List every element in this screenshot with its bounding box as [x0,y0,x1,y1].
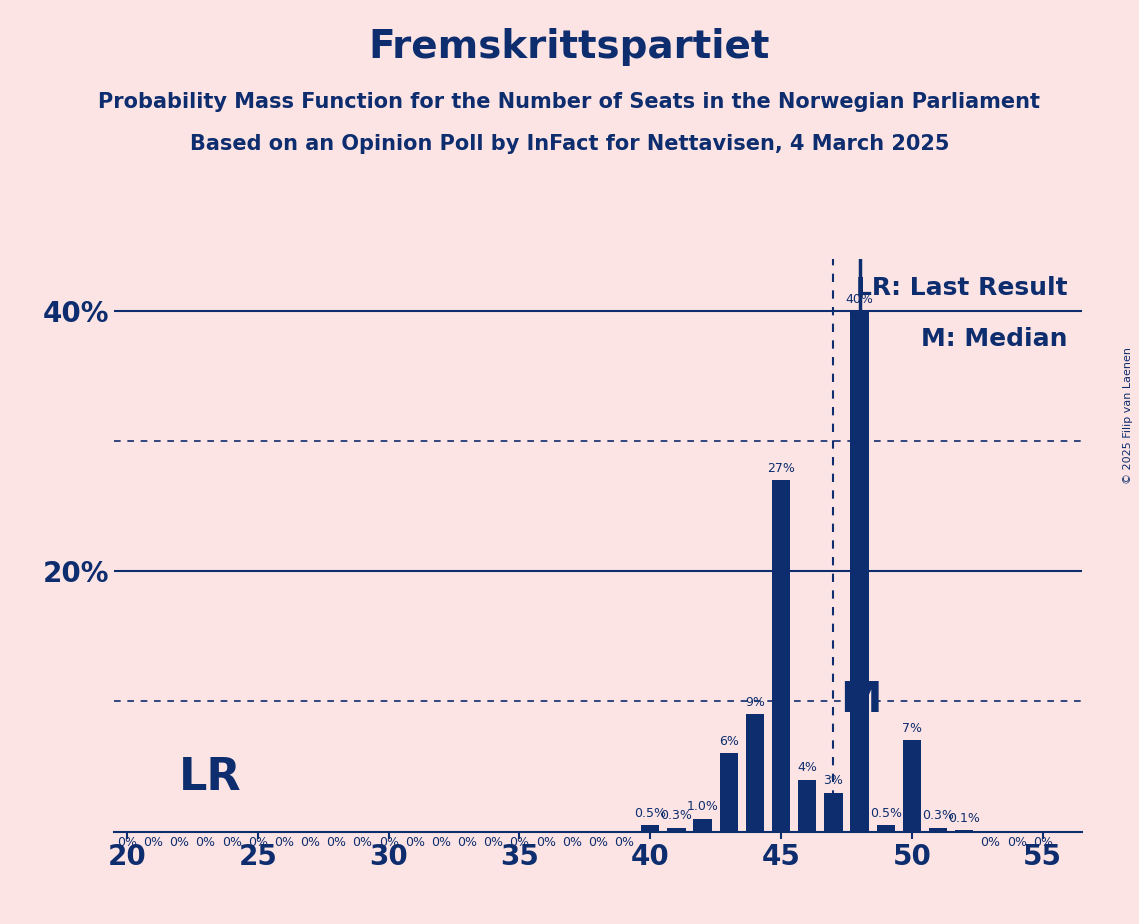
Bar [825,793,843,832]
Text: 9%: 9% [745,696,765,710]
Text: 0%: 0% [562,835,582,848]
Text: 0%: 0% [222,835,241,848]
Text: 40%: 40% [845,293,874,306]
Text: 0%: 0% [404,835,425,848]
Bar [694,819,712,832]
Text: 0%: 0% [483,835,503,848]
Text: 27%: 27% [768,462,795,475]
Bar [956,831,974,832]
Text: 0%: 0% [378,835,399,848]
Text: LR: Last Result: LR: Last Result [855,276,1067,300]
Text: 0%: 0% [981,835,1000,848]
Bar [903,740,921,832]
Text: 3%: 3% [823,774,843,787]
Text: 0.5%: 0.5% [870,807,902,820]
Bar [772,480,790,832]
Text: 0%: 0% [535,835,556,848]
Text: M: Median: M: Median [921,327,1067,351]
Text: 0%: 0% [509,835,530,848]
Text: Based on an Opinion Poll by InFact for Nettavisen, 4 March 2025: Based on an Opinion Poll by InFact for N… [190,134,949,154]
Text: 0%: 0% [588,835,608,848]
Text: 0.1%: 0.1% [949,812,981,825]
Bar [798,780,817,832]
Bar [720,753,738,832]
Text: Probability Mass Function for the Number of Seats in the Norwegian Parliament: Probability Mass Function for the Number… [98,92,1041,113]
Text: 7%: 7% [902,723,921,736]
Text: 0%: 0% [170,835,189,848]
Bar [877,825,895,832]
Text: 0%: 0% [274,835,294,848]
Text: 0%: 0% [457,835,477,848]
Text: 0%: 0% [1007,835,1026,848]
Text: 0.3%: 0.3% [661,809,693,822]
Text: © 2025 Filip van Laenen: © 2025 Filip van Laenen [1123,347,1133,484]
Text: 0%: 0% [117,835,137,848]
Text: M: M [841,679,882,721]
Text: 0%: 0% [1033,835,1052,848]
Bar [851,310,869,832]
Text: 0%: 0% [614,835,634,848]
Bar [929,828,948,832]
Text: 0%: 0% [248,835,268,848]
Text: 0.3%: 0.3% [923,809,954,822]
Text: 0%: 0% [352,835,372,848]
Text: 0%: 0% [431,835,451,848]
Text: 4%: 4% [797,761,818,774]
Text: 1.0%: 1.0% [687,800,719,813]
Text: 0.5%: 0.5% [634,807,666,820]
Bar [667,828,686,832]
Text: 6%: 6% [719,736,739,748]
Text: 0%: 0% [301,835,320,848]
Text: 0%: 0% [144,835,163,848]
Bar [746,714,764,832]
Text: 0%: 0% [326,835,346,848]
Text: 0%: 0% [196,835,215,848]
Text: LR: LR [179,756,241,799]
Bar [641,825,659,832]
Text: Fremskrittspartiet: Fremskrittspartiet [369,28,770,66]
